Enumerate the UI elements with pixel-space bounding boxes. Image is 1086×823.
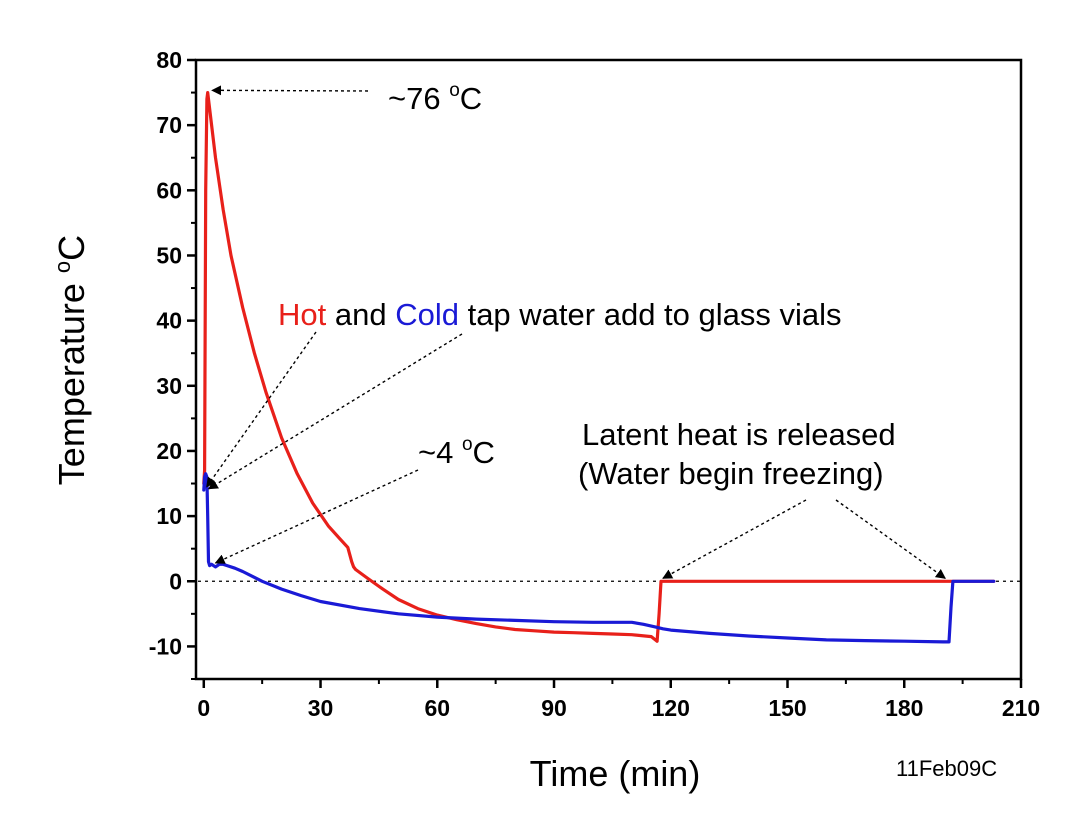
cold-min-arrow — [214, 469, 419, 564]
y-tick-label: 0 — [169, 568, 182, 594]
y-tick-label: 70 — [156, 112, 182, 138]
x-tick-label: 90 — [541, 695, 567, 721]
y-tick-label: 10 — [156, 503, 182, 529]
annotation-arrows — [206, 85, 946, 579]
y-tick-label: -10 — [149, 633, 182, 659]
tap-water-hot: Hot — [278, 297, 327, 332]
hot-peak-annotation: ~76 oC — [388, 80, 482, 116]
y-axis-title-degree: o — [50, 261, 75, 273]
cold-min-unit: C — [473, 435, 495, 470]
x-tick-label: 120 — [652, 695, 690, 721]
hot-peak-degree: o — [449, 80, 460, 101]
plot-frame — [194, 58, 1023, 681]
y-axis-title: Temperature oC — [50, 235, 92, 485]
tap-water-cold: Cold — [395, 297, 459, 332]
x-tick-label: 180 — [885, 695, 923, 721]
series-line-hot — [202, 91, 996, 643]
latent-heat-line2: (Water begin freezing) — [578, 456, 884, 491]
cold-min-degree: o — [462, 434, 473, 455]
tap-water-and: and — [326, 297, 395, 332]
series-layer — [202, 91, 996, 644]
x-tick-label: 60 — [424, 695, 450, 721]
y-tick-label: 60 — [156, 177, 182, 203]
cold-min-main: ~4 — [418, 435, 462, 470]
latent-heat-line1: Latent heat is released — [582, 417, 896, 452]
y-tick-label: 40 — [156, 308, 182, 334]
series-line-cold — [202, 472, 996, 644]
x-tick-label: 150 — [768, 695, 806, 721]
cold-min-annotation: ~4 oC — [418, 434, 495, 470]
x-tick-label: 210 — [1002, 695, 1040, 721]
hot-peak-main: ~76 — [388, 81, 449, 116]
x-axis-title: Time (min) — [530, 753, 701, 794]
hot-peak-arrow — [211, 85, 369, 96]
x-tick-label: 30 — [308, 695, 334, 721]
y-axis-ticks: -10 0 10 20 30 40 50 60 70 80 — [149, 47, 196, 680]
y-axis-title-main: Temperature — [51, 283, 92, 485]
tap-water-arrow-hot — [206, 331, 317, 488]
latent-arrow-cold — [835, 499, 946, 579]
y-tick-label: 30 — [156, 373, 182, 399]
y-tick-label: 80 — [156, 47, 182, 73]
latent-arrow-hot — [662, 499, 807, 579]
hot-peak-unit: C — [460, 81, 482, 116]
y-tick-label: 20 — [156, 438, 182, 464]
tap-water-rest: tap water add to glass vials — [459, 297, 842, 332]
y-axis-title-unit: C — [51, 235, 92, 261]
tap-water-arrow-cold — [207, 333, 463, 490]
x-tick-label: 0 — [197, 695, 210, 721]
y-tick-label: 50 — [156, 242, 182, 268]
figure-stamp: 11Feb09C — [896, 756, 997, 781]
x-axis-ticks: 0 30 60 90 120 150 180 210 — [197, 679, 1040, 721]
tap-water-annotation: Hot and Cold tap water add to glass vial… — [278, 297, 842, 332]
